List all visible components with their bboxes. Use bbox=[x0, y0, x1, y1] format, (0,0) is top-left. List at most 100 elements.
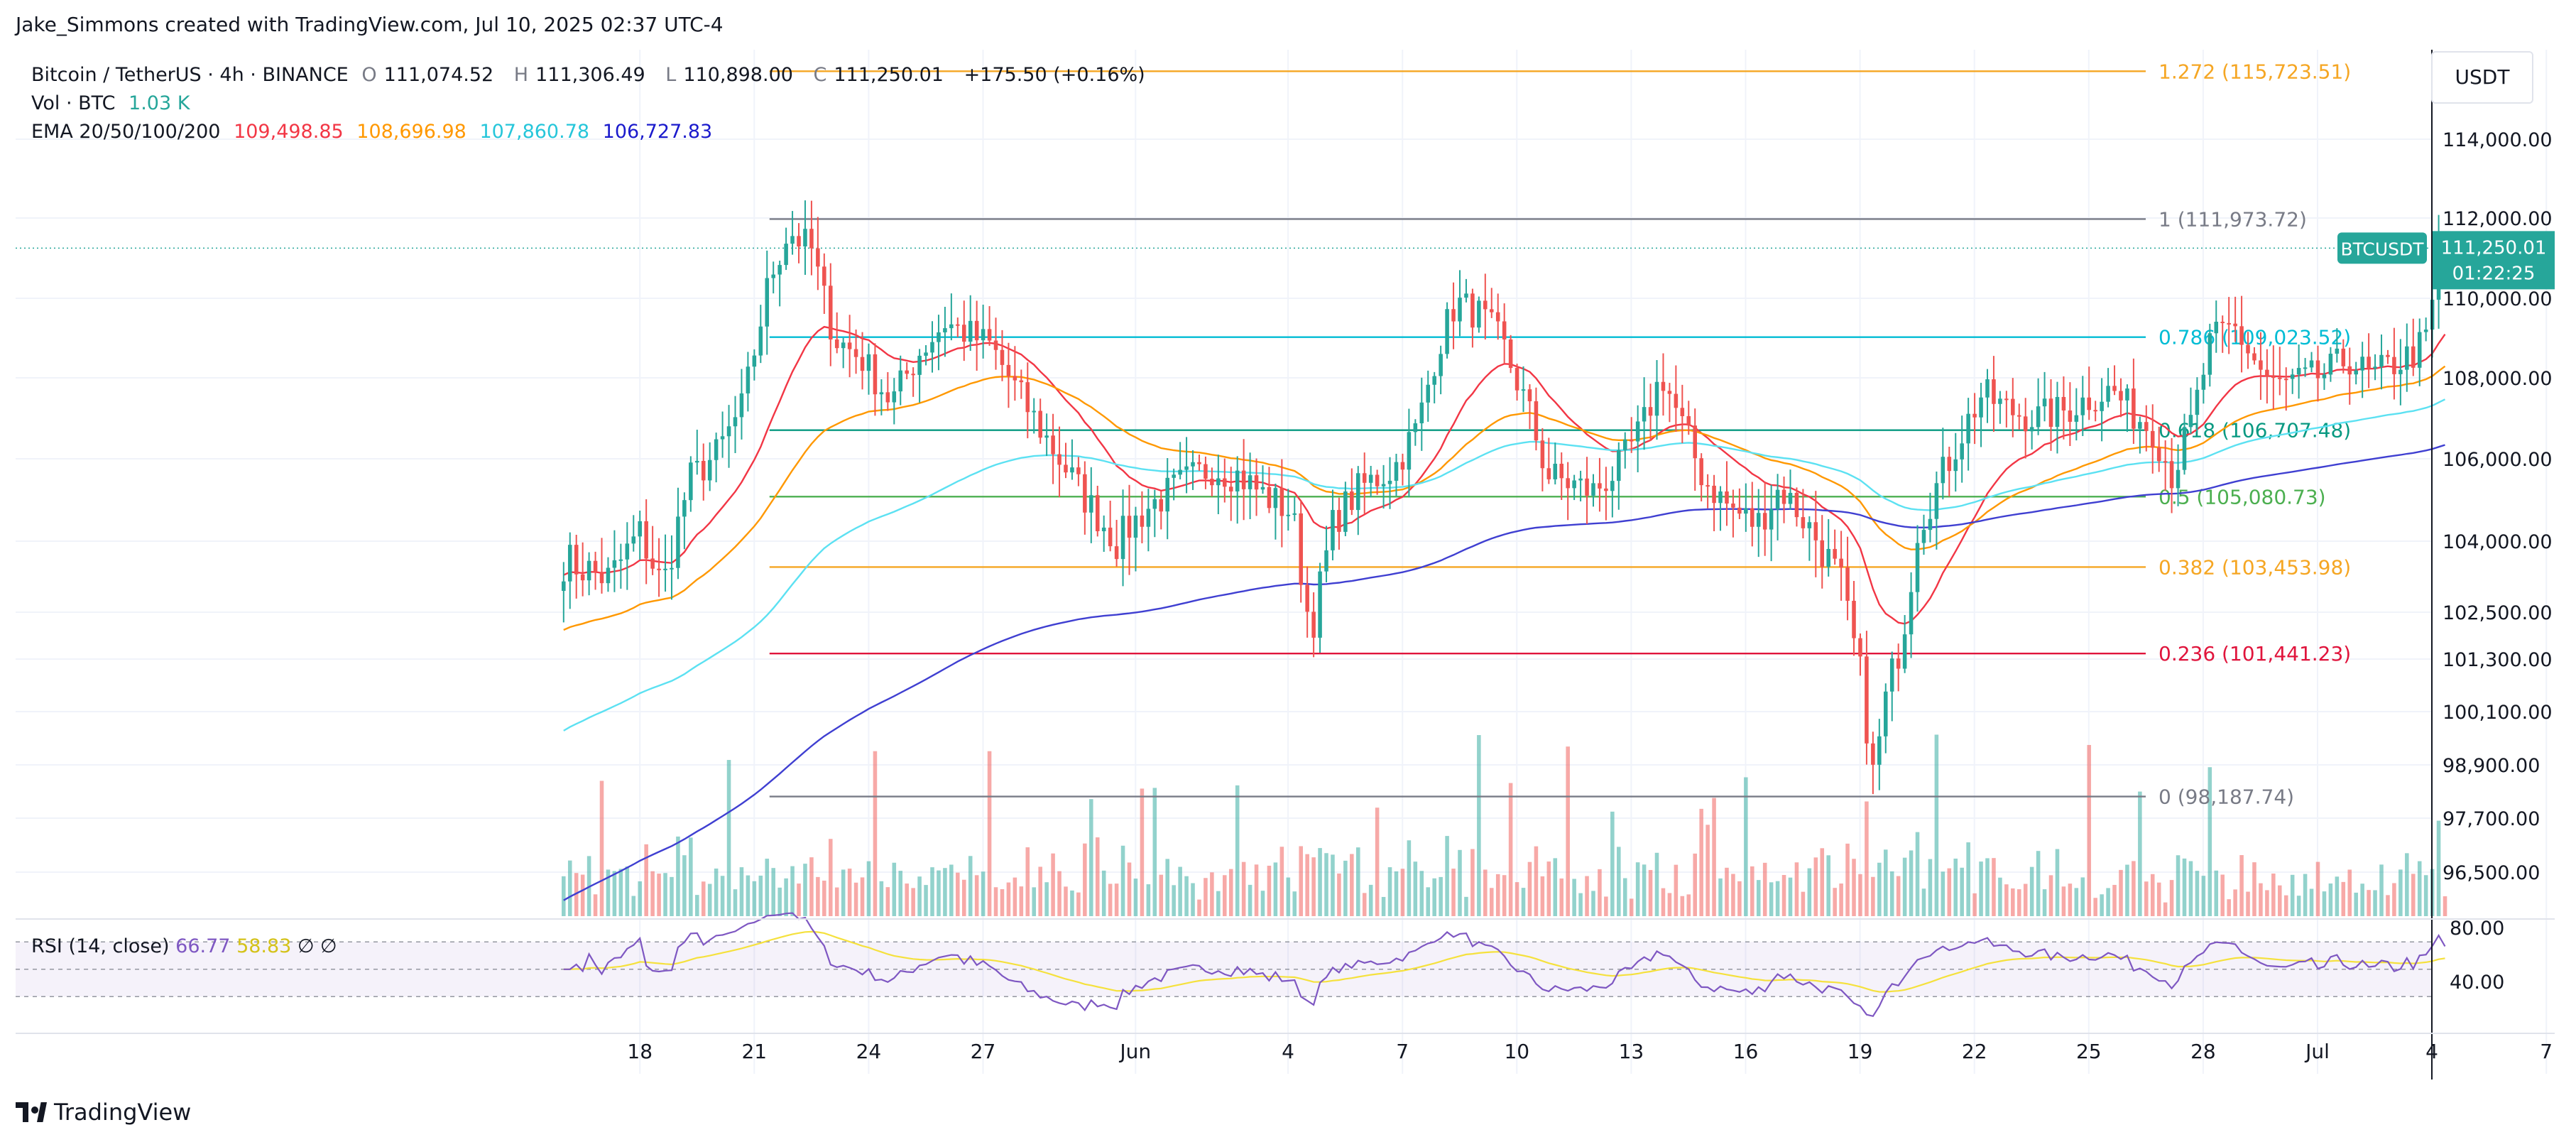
candle-body bbox=[1992, 379, 1996, 404]
volume-bar bbox=[1235, 785, 1240, 916]
candle-body bbox=[2080, 397, 2085, 415]
volume-bar bbox=[1941, 871, 1945, 916]
volume-bar bbox=[1635, 862, 1640, 916]
symbol-legend[interactable]: Bitcoin / TetherUS · 4h · BINANCE O 111,0… bbox=[31, 64, 1152, 86]
candle-body bbox=[873, 354, 878, 395]
volume-bar bbox=[2436, 820, 2441, 916]
candle-body bbox=[1591, 483, 1595, 496]
volume-bar bbox=[961, 879, 966, 916]
volume-bar bbox=[892, 862, 897, 916]
volume-bar bbox=[2169, 880, 2174, 916]
candle-body bbox=[2392, 357, 2396, 374]
candle-body bbox=[2100, 401, 2104, 411]
candle-body bbox=[1432, 376, 1436, 385]
candle-body bbox=[2341, 348, 2346, 366]
fib-level-label: 1 (111,973.72) bbox=[2159, 207, 2307, 231]
volume-bar bbox=[625, 866, 630, 916]
volume-bar bbox=[1464, 896, 1468, 916]
candle-body bbox=[758, 326, 763, 356]
volume-bar bbox=[1756, 880, 1761, 916]
candle-body bbox=[657, 568, 661, 570]
volume-bar bbox=[1521, 888, 1526, 916]
volume-bar bbox=[1566, 746, 1570, 916]
candle-body bbox=[1407, 432, 1412, 470]
price-tick-label: 98,900.00 bbox=[2443, 755, 2540, 777]
volume-bar bbox=[765, 859, 770, 916]
volume-bar bbox=[1788, 877, 1793, 916]
fib-level-label: 0.618 (106,707.48) bbox=[2159, 419, 2351, 442]
candle-body bbox=[1000, 349, 1005, 365]
volume-bar bbox=[1483, 869, 1488, 916]
candle-body bbox=[1546, 468, 1551, 479]
volume-bar bbox=[1979, 861, 1983, 916]
candle-body bbox=[809, 229, 814, 249]
candle-body bbox=[2398, 369, 2403, 374]
volume-bar bbox=[2411, 874, 2416, 916]
candle-body bbox=[1083, 474, 1087, 513]
volume-bar bbox=[829, 839, 833, 916]
candle-body bbox=[1140, 515, 1145, 527]
volume-bar bbox=[2379, 864, 2384, 916]
candle-body bbox=[1038, 410, 1042, 438]
candle-body bbox=[885, 392, 890, 403]
candle-body bbox=[1413, 423, 1418, 433]
volume-bar bbox=[2309, 888, 2314, 916]
volume-bar bbox=[1006, 882, 1011, 916]
volume-bar bbox=[1852, 859, 1856, 916]
candle-body bbox=[2195, 389, 2200, 415]
candle-body bbox=[1439, 354, 1443, 376]
volume-bar bbox=[2341, 881, 2346, 916]
candle-body bbox=[765, 278, 770, 327]
candle-body bbox=[1337, 510, 1341, 532]
candle-body bbox=[1133, 515, 1138, 538]
candle-body bbox=[2074, 415, 2079, 422]
low-value: 110,898.00 bbox=[683, 64, 793, 86]
volume-bar bbox=[1140, 788, 1145, 916]
fib-level-label: 0.382 (103,453.98) bbox=[2159, 555, 2351, 579]
volume-bar bbox=[2112, 884, 2117, 916]
candle-body bbox=[580, 574, 585, 581]
ema50-line bbox=[563, 365, 2446, 631]
time-tick-label: 13 bbox=[1619, 1040, 1644, 1063]
candle-body bbox=[1355, 473, 1360, 511]
candle-body bbox=[752, 355, 757, 367]
price-tick-label: 112,000.00 bbox=[2443, 208, 2553, 230]
volume-bar bbox=[1184, 876, 1189, 916]
volume-bar bbox=[2315, 861, 2320, 916]
volume-bar bbox=[834, 887, 839, 916]
volume-bar bbox=[1921, 888, 1926, 916]
candle-body bbox=[1559, 463, 1564, 479]
volume-bar bbox=[1909, 850, 1914, 916]
volume-bar bbox=[1064, 886, 1068, 916]
volume-bar bbox=[803, 864, 807, 916]
candle-body bbox=[2367, 357, 2371, 369]
candle-body bbox=[1674, 393, 1679, 408]
volume-bar bbox=[2074, 888, 2079, 916]
candle-body bbox=[987, 329, 992, 341]
candle-body bbox=[2125, 388, 2129, 401]
candle-body bbox=[974, 320, 979, 341]
volume-bar bbox=[1210, 872, 1214, 916]
fib-level-label: 0.236 (101,441.23) bbox=[2159, 642, 2351, 665]
volume-bar bbox=[1654, 852, 1659, 916]
volume-bar bbox=[2150, 874, 2155, 916]
candle-body bbox=[574, 545, 579, 575]
candle-body bbox=[2201, 374, 2206, 390]
currency-selector[interactable]: USDT bbox=[2431, 51, 2533, 104]
candle-body bbox=[1178, 469, 1182, 475]
volume-bar bbox=[1146, 884, 1151, 916]
candle-body bbox=[892, 391, 897, 403]
ema-legend[interactable]: EMA 20/50/100/200 109,498.85 108,696.98 … bbox=[31, 121, 719, 143]
volume-bar bbox=[612, 871, 617, 916]
candle-body bbox=[1998, 398, 2002, 404]
volume-legend[interactable]: Vol · BTC 1.03 K bbox=[31, 92, 197, 114]
candle-body bbox=[625, 543, 630, 560]
volume-bar bbox=[1661, 888, 1666, 916]
volume-bar bbox=[2296, 896, 2301, 916]
candle-body bbox=[1489, 309, 1494, 312]
candle-body bbox=[1019, 380, 1024, 383]
time-tick-label: 21 bbox=[741, 1040, 767, 1063]
candle-body bbox=[1883, 691, 1888, 736]
tradingview-brand[interactable]: TradingView bbox=[16, 1099, 191, 1126]
